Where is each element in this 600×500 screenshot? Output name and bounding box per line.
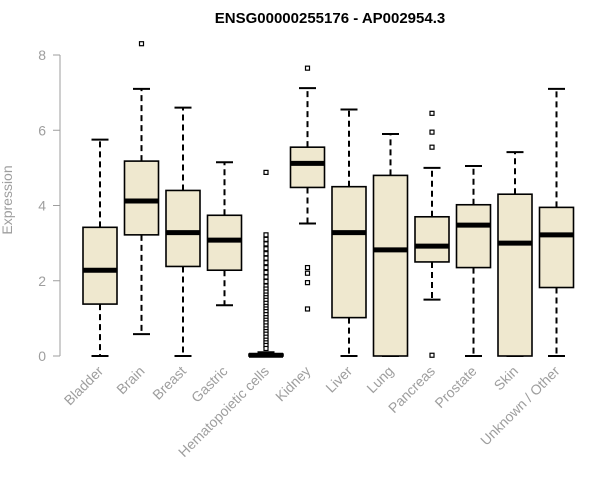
outlier-point [304, 264, 311, 271]
box-group [289, 65, 326, 312]
outlier-point [263, 232, 269, 238]
x-tick-label: Kidney [272, 363, 314, 405]
box [455, 203, 492, 269]
box-group [82, 138, 118, 357]
x-tick-label: Brain [113, 363, 147, 397]
outlier-point [263, 246, 269, 252]
y-tick-label: 4 [38, 198, 46, 214]
outlier-point [263, 264, 269, 271]
box [206, 214, 243, 272]
outlier-point [304, 306, 311, 312]
outlier-point [429, 144, 435, 150]
outlier-point [263, 255, 269, 261]
box [372, 174, 409, 357]
outlier-point [304, 280, 311, 286]
outlier-point [304, 65, 311, 71]
box [538, 206, 575, 289]
y-tick-label: 8 [38, 47, 46, 63]
box-group [372, 133, 409, 357]
y-axis-label: Expression [0, 165, 15, 234]
outlier-point [138, 41, 145, 47]
box-group [455, 164, 492, 357]
y-axis-ticks: 0 2 4 6 8 [38, 47, 60, 364]
y-tick-label: 6 [38, 122, 46, 138]
box [123, 160, 160, 236]
box-group [248, 169, 284, 358]
x-tick-label: Bladder [61, 363, 107, 409]
y-tick-label: 0 [38, 348, 46, 364]
x-tick-label: Liver [322, 363, 355, 396]
outlier-point [263, 345, 269, 352]
box [331, 185, 367, 319]
outlier-point [263, 269, 269, 276]
outlier-point [263, 278, 269, 285]
outlier-point [304, 270, 311, 276]
outlier-point [263, 274, 269, 280]
outlier-point [263, 241, 269, 247]
x-tick-label: Lung [363, 363, 396, 396]
outlier-point [263, 169, 269, 175]
box [497, 193, 533, 357]
outlier-point [429, 129, 435, 135]
outlier-point [429, 110, 435, 116]
x-tick-label: Prostate [431, 363, 479, 411]
y-tick-label: 2 [38, 273, 46, 289]
outlier-point [263, 260, 269, 266]
outlier-point [263, 236, 269, 242]
box [289, 146, 326, 189]
x-tick-label: Unknown / Other [477, 363, 563, 449]
box-group [206, 161, 243, 307]
outlier-point [263, 251, 269, 257]
box-group [538, 87, 575, 357]
box-group [165, 106, 201, 357]
box [82, 226, 118, 305]
x-tick-label: Skin [491, 363, 522, 394]
box-group [497, 151, 533, 357]
outlier-point [429, 352, 435, 358]
plot-area [82, 41, 575, 358]
chart-title: ENSG00000255176 - AP002954.3 [215, 10, 445, 27]
box-group [331, 108, 367, 357]
box-group [123, 41, 160, 336]
box-group [414, 110, 450, 358]
x-tick-label: Breast [149, 363, 189, 403]
box [165, 189, 201, 268]
box [414, 215, 450, 263]
